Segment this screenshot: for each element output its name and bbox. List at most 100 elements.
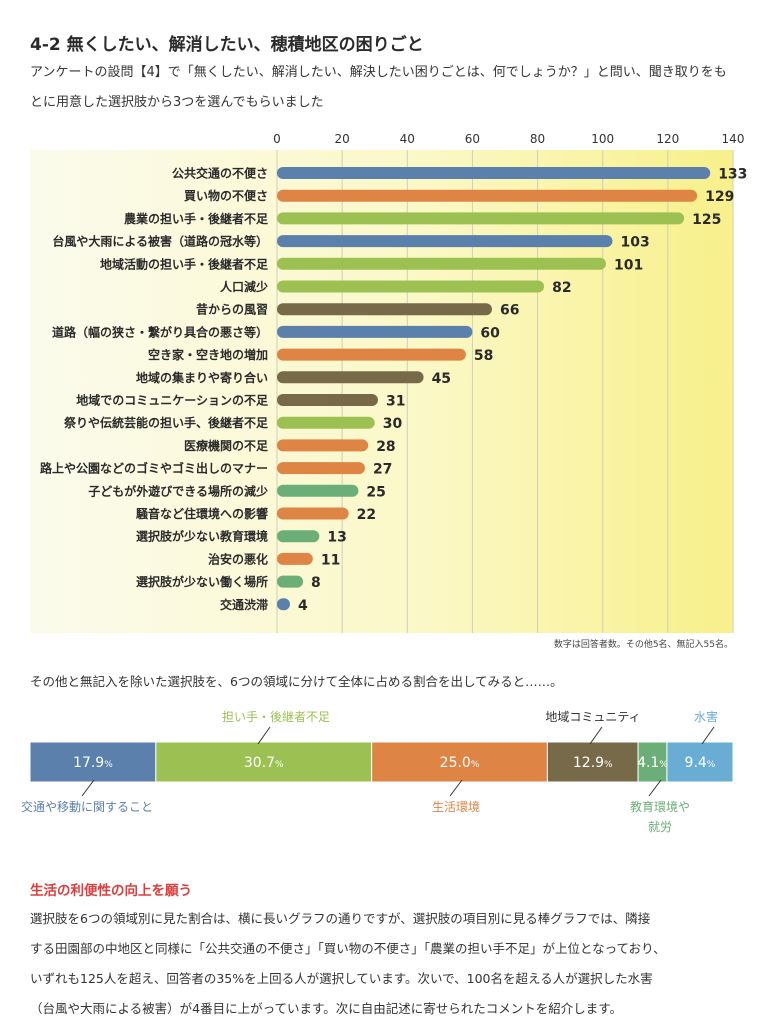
category-label: 農業の担い手・後継者不足: [124, 211, 268, 226]
body-line: する田園部の中地区と同様に「公共交通の不便さ」「買い物の不便さ」「農業の担い手不…: [30, 941, 666, 956]
stacked-segment: [371, 741, 548, 783]
segment-value: 30.7%: [244, 755, 284, 771]
bar: [277, 167, 711, 179]
segment-label: 交通や移動に関すること: [21, 799, 153, 814]
intro-line: アンケートの設問【4】で「無くしたい、解消したい、解決したい困りごとは、何でしょ…: [30, 65, 727, 80]
value-label: 125: [692, 212, 721, 228]
segment-value: 12.9%: [573, 755, 613, 771]
value-label: 27: [373, 462, 392, 478]
bar: [277, 303, 492, 316]
leader-line: [648, 779, 662, 797]
bars: [277, 167, 711, 611]
body-line: 選択肢を6つの領域別に見た割合は、横に長いグラフの通りですが、選択肢の項目別に見…: [30, 911, 651, 926]
category-label: 公共交通の不便さ: [172, 166, 268, 181]
x-tick-label: 140: [722, 132, 745, 146]
category-label: 地域活動の担い手・後継者不足: [100, 256, 268, 271]
bar: [277, 212, 685, 225]
segment-value: 17.9%: [73, 755, 113, 771]
segment-value: 25.0%: [440, 755, 480, 771]
x-tick-label: 0: [273, 132, 281, 146]
x-tick-label: 80: [530, 132, 545, 146]
x-tick-label: 120: [656, 132, 679, 146]
bar: [277, 484, 359, 497]
bar: [277, 507, 349, 520]
body-line: （台風や大雨による被害）が4番目に上がっています。次に自由記述に寄せられたコメン…: [30, 1001, 622, 1016]
value-label: 31: [386, 394, 405, 410]
stacked-segment: [666, 741, 734, 783]
bar: [277, 439, 369, 452]
bar: [277, 462, 365, 475]
category-label: 地域でのコミュニケーションの不足: [76, 393, 268, 408]
category-label: 地域の集まりや寄り合い: [136, 370, 268, 385]
bar: [277, 235, 613, 248]
category-label: 交通渋滞: [220, 597, 268, 612]
bar: [277, 394, 378, 406]
leader-line: [257, 726, 271, 745]
category-labels: 公共交通の不便さ買い物の不便さ農業の担い手・後継者不足台風や大雨による被害（道路…: [40, 166, 268, 612]
plot-background: [30, 150, 733, 633]
x-tick-label: 40: [400, 132, 415, 146]
bar: [277, 598, 291, 611]
bar: [277, 189, 698, 202]
bar: [277, 371, 424, 384]
segment-label: 生活環境: [432, 799, 480, 814]
segment-label: 就労: [648, 820, 672, 834]
bar: [277, 325, 473, 338]
x-tick-label: 60: [465, 132, 480, 146]
value-label: 30: [383, 416, 403, 432]
gridlines: [276, 150, 734, 633]
category-label: 選択肢が少ない教育環境: [136, 529, 268, 544]
body-text: 選択肢を6つの領域別に見た割合は、横に長いグラフの通りですが、選択肢の項目別に見…: [30, 904, 742, 1024]
leader-line: [449, 779, 463, 797]
category-label: 路上や公園などのゴミやゴミ出しのマナー: [40, 461, 268, 476]
stacked-values: 17.9% 30.7% 25.0% 12.9% 4.1% 9.4%: [73, 755, 716, 771]
section-heading: 生活の利便性の向上を願う: [30, 883, 192, 899]
value-label: 60: [480, 325, 500, 341]
body-line: いずれも125人を超え、回答者の35%を上回る人が選択しています。次いで、100…: [30, 971, 653, 986]
stacked-segments: [29, 741, 734, 783]
category-label: 医療機関の不足: [184, 438, 268, 453]
leader-line: [589, 726, 603, 745]
value-label: 45: [432, 371, 451, 387]
segment-value: 9.4%: [685, 755, 716, 771]
value-label: 66: [500, 303, 519, 319]
value-label: 13: [327, 530, 346, 546]
value-label: 22: [357, 507, 376, 523]
value-label: 11: [321, 552, 340, 568]
category-label: 騒音など住環境への影響: [135, 506, 268, 521]
category-label: 買い物の不便さ: [184, 188, 268, 203]
value-label: 58: [474, 348, 493, 364]
category-label: 選択肢が少ない働く場所: [136, 574, 268, 589]
segment-value: 4.1%: [637, 755, 668, 771]
bar-chart: 0 20 40 60 80 100 120 140 公共交通の不便さ買い物の不便さ農業の担い手…: [30, 132, 747, 633]
category-label: 祭りや伝統芸能の担い手、後継者不足: [63, 415, 268, 430]
value-label: 28: [376, 439, 395, 455]
category-label: 昔からの風習: [196, 302, 268, 317]
stacked-bar-chart: 17.9% 30.7% 25.0% 12.9% 4.1% 9.4% 担い手・後継者不足 地域…: [21, 709, 734, 834]
category-label: 人口減少: [220, 279, 268, 294]
bar: [277, 416, 375, 429]
category-label: 空き家・空き地の増加: [148, 347, 268, 362]
leader-line: [81, 779, 95, 797]
stacked-chart-lead: その他と無記入を除いた選択肢を、6つの領域に分けて全体に占める割合を出してみると…: [30, 674, 563, 689]
value-label: 101: [614, 257, 643, 273]
x-tick-label: 100: [591, 132, 614, 146]
stacked-segment: [155, 741, 373, 783]
category-label: 子どもが外遊びできる場所の減少: [88, 483, 268, 498]
leader-line: [701, 726, 715, 745]
bar: [277, 348, 466, 361]
segment-label: 担い手・後継者不足: [222, 709, 330, 724]
value-label: 129: [705, 189, 734, 205]
bar: [277, 257, 606, 270]
stacked-segment: [29, 741, 157, 783]
bar: [277, 530, 320, 543]
stacked-segment: [637, 741, 668, 783]
x-tick-label: 20: [335, 132, 350, 146]
value-label: 4: [298, 598, 308, 614]
value-label: 133: [718, 167, 747, 183]
value-label: 103: [620, 235, 649, 251]
chart-note: 数字は回答者数。その他5名、無記入55名。: [553, 640, 733, 650]
stacked-segment: [546, 741, 639, 783]
value-label: 25: [366, 484, 385, 500]
